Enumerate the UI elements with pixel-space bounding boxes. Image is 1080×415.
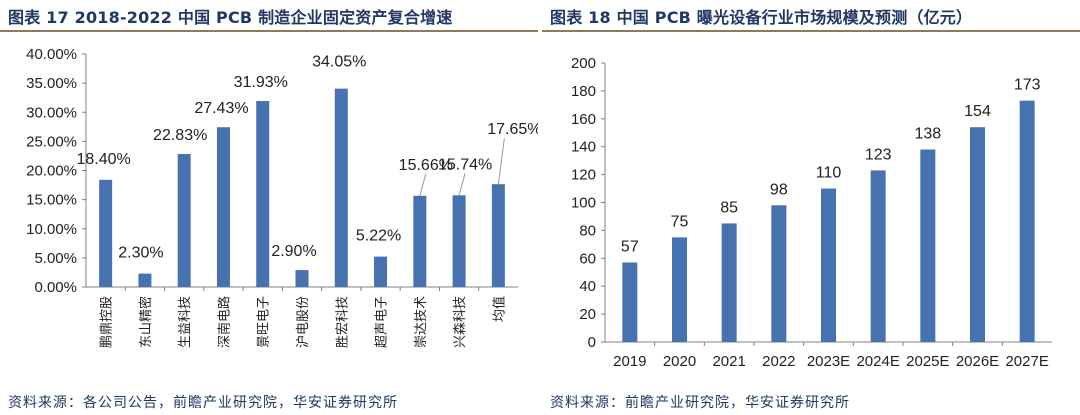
y-tick-label: 100 — [571, 195, 596, 212]
x-category-label: 胜宏科技 — [335, 296, 350, 348]
data-label: 98 — [770, 181, 788, 198]
data-label: 75 — [671, 213, 689, 230]
y-tick-label: 5.00% — [34, 250, 77, 267]
bar — [256, 101, 270, 287]
x-category-label: 深南电路 — [216, 296, 232, 348]
x-category-label: 景旺电子 — [257, 296, 272, 348]
bar — [216, 127, 230, 288]
bar — [622, 262, 638, 342]
data-label: 138 — [914, 125, 941, 142]
x-category-label: 均值 — [491, 296, 507, 322]
chart-title-right: 图表 18 中国 PCB 曝光设备行业市场规模及预测（亿元） — [550, 8, 973, 27]
y-tick-label: 20.00% — [26, 163, 77, 180]
x-category-label: 2023E — [807, 353, 850, 370]
x-category-label: 崇达技术 — [414, 296, 429, 348]
y-tick-label: 60 — [579, 250, 596, 267]
bar — [721, 223, 737, 342]
bar — [1019, 100, 1035, 342]
chart-panel-right: 图表 18 中国 PCB 曝光设备行业市场规模及预测（亿元） 0 20 40 60 80… — [542, 0, 1080, 415]
y-tick-label: 120 — [571, 167, 596, 184]
data-label: 2.30% — [118, 245, 163, 262]
chart-title-left: 图表 17 2018-2022 中国 PCB 制造企业固定资产复合增速 — [8, 8, 453, 27]
data-label: 15.74% — [438, 156, 492, 173]
data-label: 110 — [816, 165, 842, 182]
x-category-label: 2026E — [956, 353, 999, 370]
source-note-right: 资料来源：前瞻产业研究院，华安证券研究所 — [550, 395, 850, 411]
bar — [452, 195, 466, 287]
data-label: 123 — [865, 146, 892, 163]
title-rule-right — [542, 30, 1080, 32]
data-label: 85 — [720, 199, 738, 216]
data-label: 22.83% — [153, 127, 207, 144]
label-leader-line — [497, 138, 505, 185]
chart-panel-left: 图表 17 2018-2022 中国 PCB 制造企业固定资产复合增速 0.00… — [0, 0, 538, 415]
data-label: 34.05% — [312, 54, 366, 71]
data-label: 17.65% — [487, 121, 538, 138]
y-tick-label: 15.00% — [26, 192, 77, 209]
data-label: 18.40% — [77, 151, 131, 168]
y-tick-label: 0.00% — [34, 279, 77, 296]
bar — [295, 270, 309, 287]
x-category-label: 生益科技 — [178, 296, 193, 348]
y-tick-label: 40 — [579, 278, 596, 295]
x-category-label: 超声电子 — [375, 296, 390, 348]
x-category-label: 兴森科技 — [453, 296, 468, 348]
y-tick-label: 80 — [579, 222, 596, 239]
data-label: 2.90% — [271, 243, 316, 260]
x-category-label: 沪电股份 — [295, 296, 311, 348]
data-label: 154 — [964, 103, 991, 120]
data-label: 27.43% — [194, 100, 248, 117]
x-category-label: 2022 — [762, 353, 795, 370]
source-note-left: 资料来源：各公司公告，前瞻产业研究院，华安证券研究所 — [8, 395, 398, 411]
bar — [491, 184, 505, 287]
x-category-label: 2024E — [856, 353, 899, 370]
bar — [672, 237, 687, 342]
label-leader-line — [419, 173, 427, 196]
bar — [374, 256, 388, 287]
bar-chart-left: 0.00% 5.00% 10.00% 15.00% 20.00% 25.00% 30.00%… — [26, 46, 538, 348]
y-tick-label: 30.00% — [26, 104, 77, 121]
x-category-label: 2021 — [712, 353, 745, 370]
bar — [970, 127, 985, 342]
y-tick-label: 180 — [571, 83, 596, 100]
y-tick-label: 20 — [579, 306, 596, 323]
y-tick-label: 35.00% — [26, 75, 77, 92]
data-label: 5.22% — [356, 228, 401, 245]
y-tick-label: 200 — [571, 55, 596, 72]
data-label: 173 — [1014, 77, 1041, 94]
bar — [771, 205, 787, 342]
label-leader-line — [458, 173, 466, 196]
data-label: 57 — [621, 238, 639, 255]
x-category-label: 2020 — [663, 353, 696, 370]
x-category-label: 2025E — [906, 353, 949, 370]
bar — [138, 273, 152, 287]
y-tick-label: 40.00% — [26, 46, 77, 63]
bar-chart-right: 0 20 40 60 80 100 120 140 160 180 200 57 2019 75 2020 8… — [571, 55, 1052, 370]
data-label: 15.66% — [399, 157, 453, 174]
x-category-label: 2019 — [613, 353, 646, 370]
bar — [99, 179, 113, 287]
bar — [413, 195, 427, 287]
bar — [177, 154, 191, 287]
y-tick-label: 10.00% — [26, 221, 77, 238]
y-tick-label: 25.00% — [26, 133, 77, 150]
bar — [920, 149, 936, 342]
data-label: 31.93% — [234, 74, 288, 91]
bar — [870, 170, 886, 342]
title-rule-left — [0, 30, 538, 32]
x-category-label: 2027E — [1005, 353, 1048, 370]
x-category-label: 鹏鼎控股 — [100, 296, 115, 348]
x-category-label: 东山精密 — [138, 296, 154, 348]
bar — [334, 88, 348, 287]
y-tick-label: 140 — [571, 139, 596, 156]
y-tick-label: 0 — [588, 334, 596, 351]
y-tick-label: 160 — [571, 111, 596, 128]
bar — [821, 188, 836, 342]
